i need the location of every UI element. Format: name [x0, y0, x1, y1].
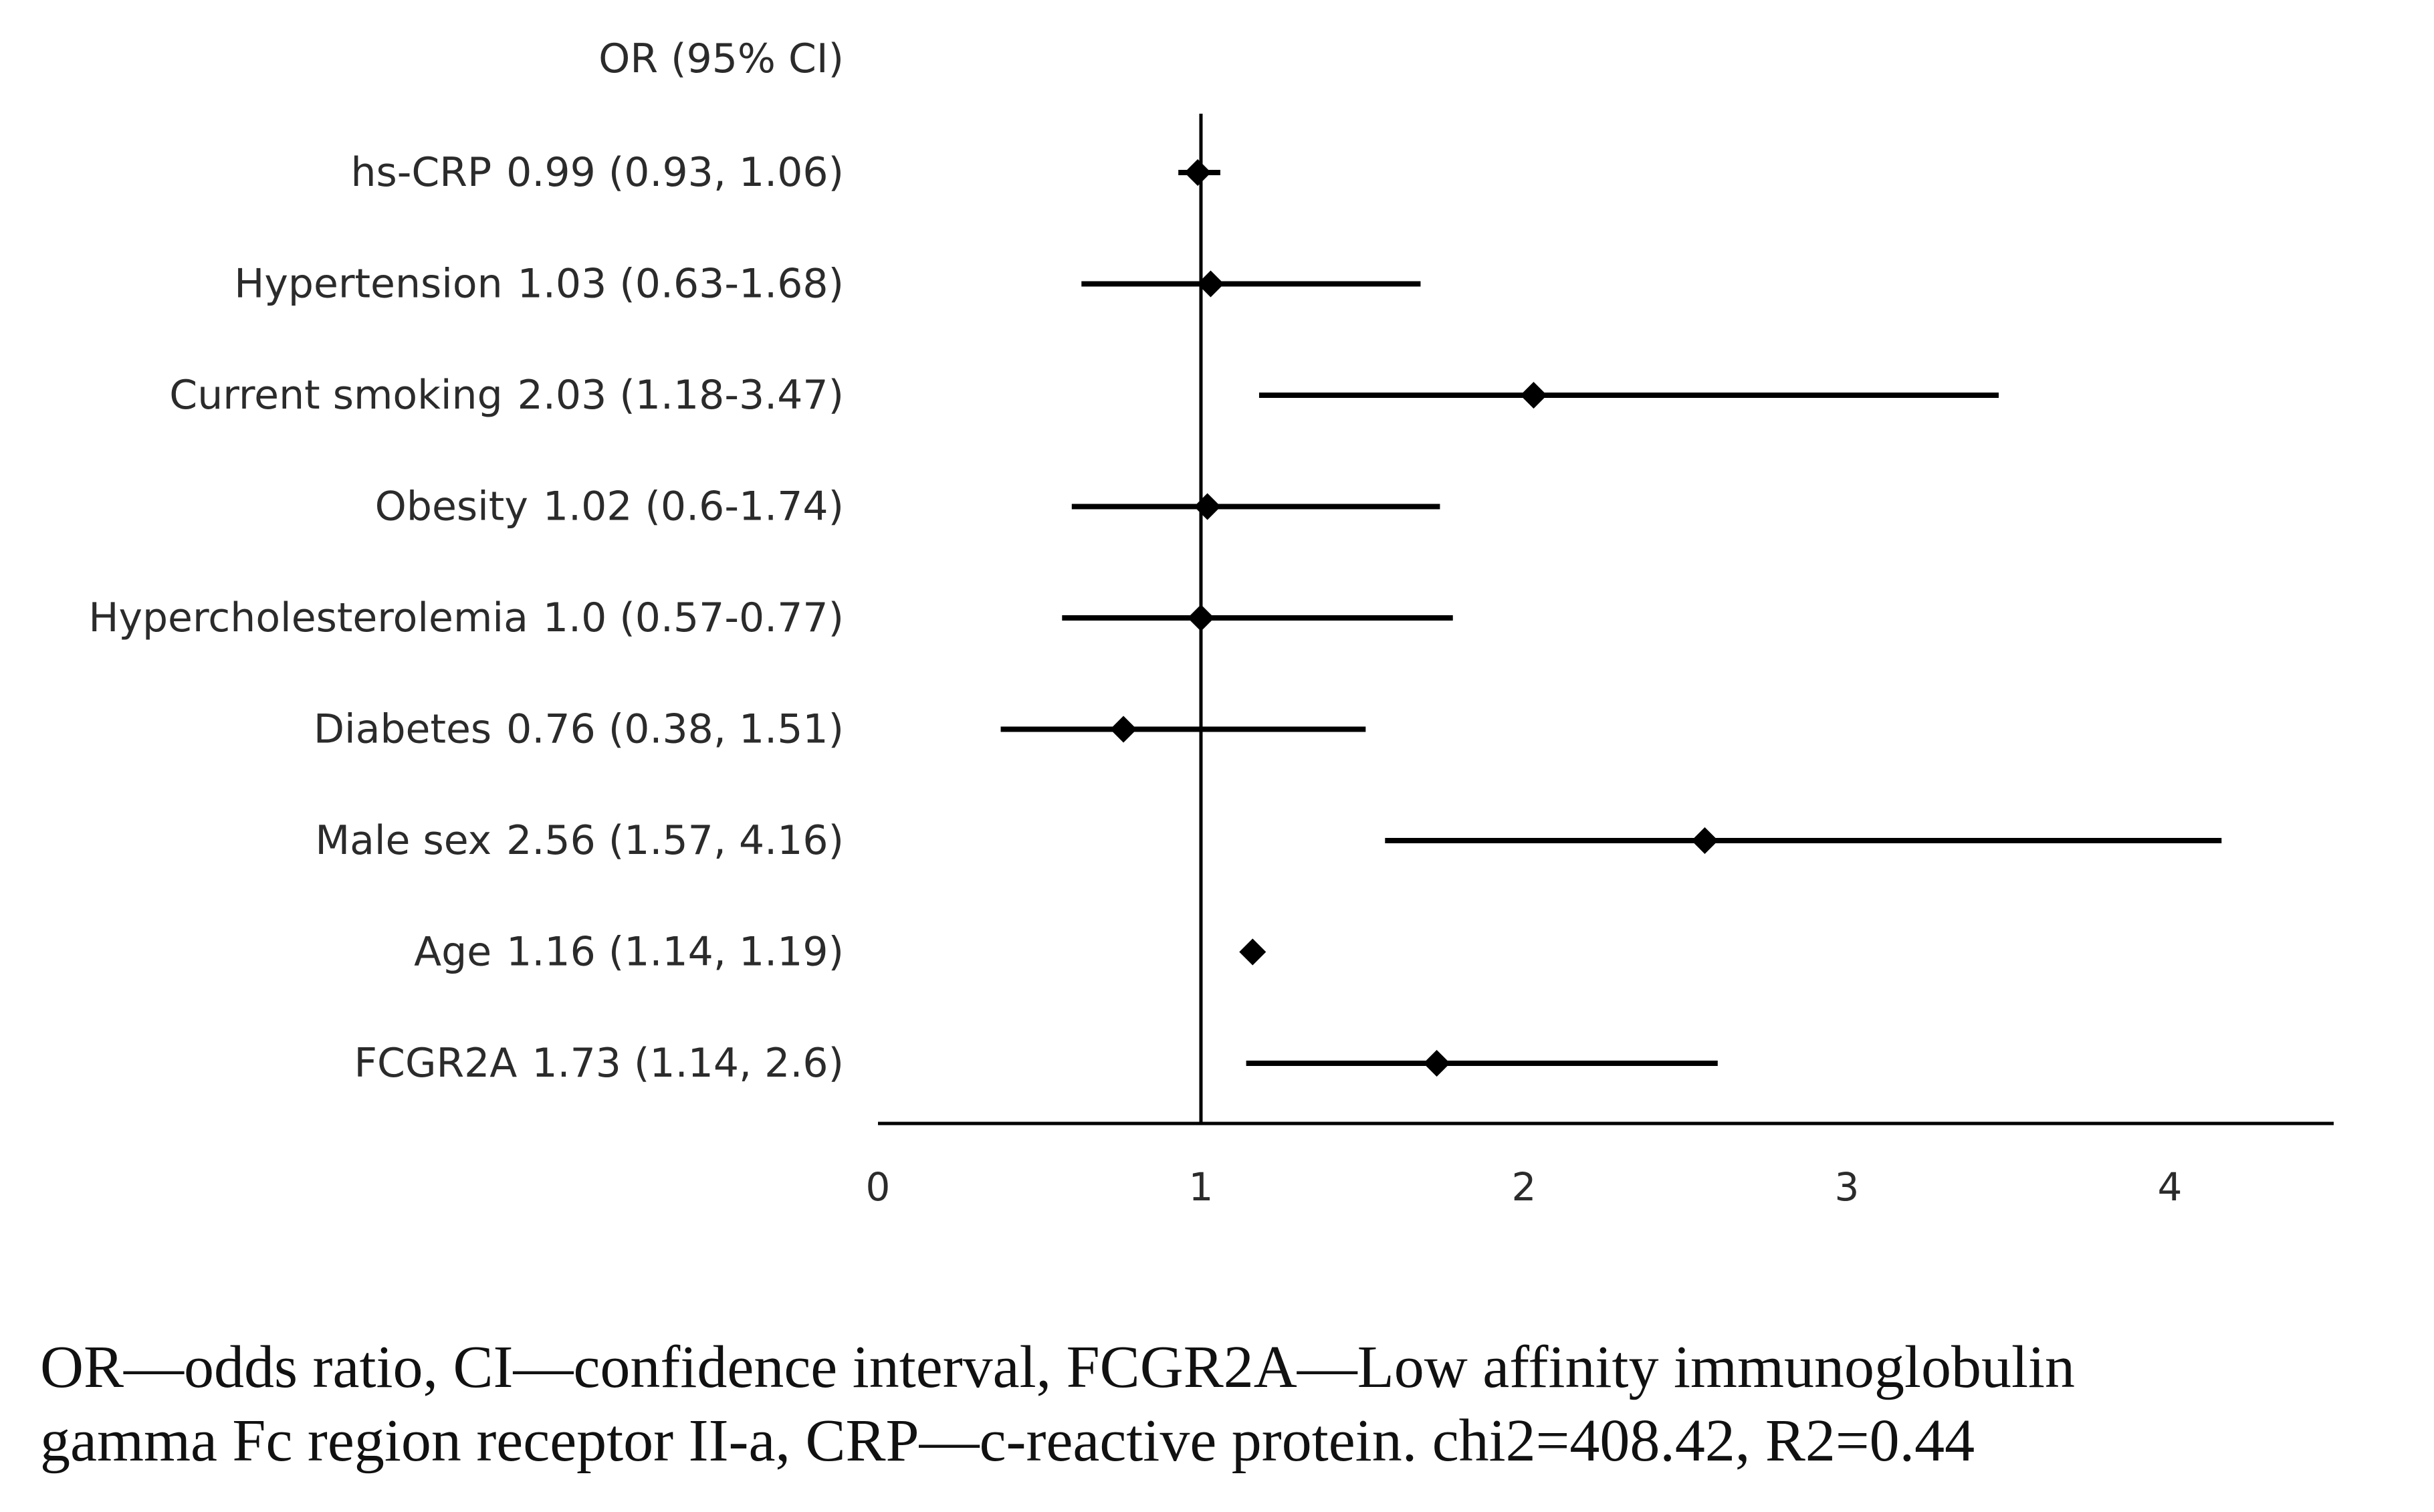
row-hypercholesterolemia: 1.0 (0.57-0.77) Hypercholesterolemia: [88, 595, 1453, 641]
row-label: Hypercholesterolemia: [88, 595, 528, 641]
row-label: Age: [414, 929, 491, 976]
ci-text: 1.02 (0.6-1.74): [543, 483, 844, 530]
ci-text: 0.76 (0.38, 1.51): [506, 706, 844, 753]
row-label: Obesity: [375, 483, 528, 530]
row-hs-crp: 0.99 (0.93, 1.06) hs-CRP: [350, 149, 1220, 196]
row-label: FCGR2A: [354, 1040, 518, 1087]
point-estimate-marker: [1110, 716, 1137, 743]
row-diabetes: 0.76 (0.38, 1.51) Diabetes: [314, 706, 1366, 753]
x-tick-label: 2: [1512, 1164, 1537, 1210]
ci-text: 1.03 (0.63-1.68): [518, 261, 844, 308]
ci-text: 1.0 (0.57-0.77): [543, 595, 844, 641]
ci-text: 1.73 (1.14, 2.6): [532, 1040, 844, 1087]
forest-plot-svg: OR (95% CI) 0.99 (0.93, 1.06) hs-CRP 1.03 …: [88, 35, 2334, 1210]
x-tick-label: 4: [2158, 1164, 2183, 1210]
row-label: Current smoking: [169, 372, 502, 419]
row-current-smoking: 2.03 (1.18-3.47) Current smoking: [169, 372, 1999, 419]
point-estimate-marker: [1197, 270, 1224, 298]
row-label: Diabetes: [314, 706, 491, 753]
rows-layer: 0.99 (0.93, 1.06) hs-CRP 1.03 (0.63-1.68) H…: [88, 149, 2222, 1087]
point-estimate-marker: [1520, 382, 1547, 409]
ci-column-header: OR (95% CI): [598, 35, 844, 82]
row-label: Hypertension: [234, 261, 502, 308]
ci-text: 0.99 (0.93, 1.06): [506, 149, 844, 196]
point-estimate-marker: [1184, 159, 1212, 186]
ci-text: 2.03 (1.18-3.47): [518, 372, 844, 419]
ci-text: 1.16 (1.14, 1.19): [506, 929, 844, 976]
x-tick-label: 1: [1189, 1164, 1214, 1210]
caption-line-2: gamma Fc region receptor II-a, CRP—c-rea…: [40, 1408, 1975, 1474]
point-estimate-marker: [1194, 493, 1221, 520]
row-label: Male sex: [315, 817, 491, 864]
row-male-sex: 2.56 (1.57, 4.16) Male sex: [315, 817, 2222, 864]
figure-caption: OR—odds ratio, CI—confidence interval, F…: [40, 1331, 2421, 1478]
point-estimate-marker: [1691, 827, 1719, 854]
row-label: hs-CRP: [350, 149, 491, 196]
row-age: 1.16 (1.14, 1.19) Age: [414, 929, 1266, 976]
point-estimate-marker: [1239, 938, 1266, 966]
point-estimate-marker: [1423, 1050, 1450, 1077]
x-tick-label: 0: [866, 1164, 891, 1210]
row-obesity: 1.02 (0.6-1.74) Obesity: [375, 483, 1440, 530]
row-fcgr2a: 1.73 (1.14, 2.6) FCGR2A: [354, 1040, 1718, 1087]
ci-text: 2.56 (1.57, 4.16): [506, 817, 844, 864]
row-hypertension: 1.03 (0.63-1.68) Hypertension: [234, 261, 1421, 308]
caption-line-1: OR—odds ratio, CI—confidence interval, F…: [40, 1334, 2075, 1400]
x-tick-label: 3: [1835, 1164, 1860, 1210]
axis-layer: 0 1 2 3 4: [866, 114, 2334, 1210]
